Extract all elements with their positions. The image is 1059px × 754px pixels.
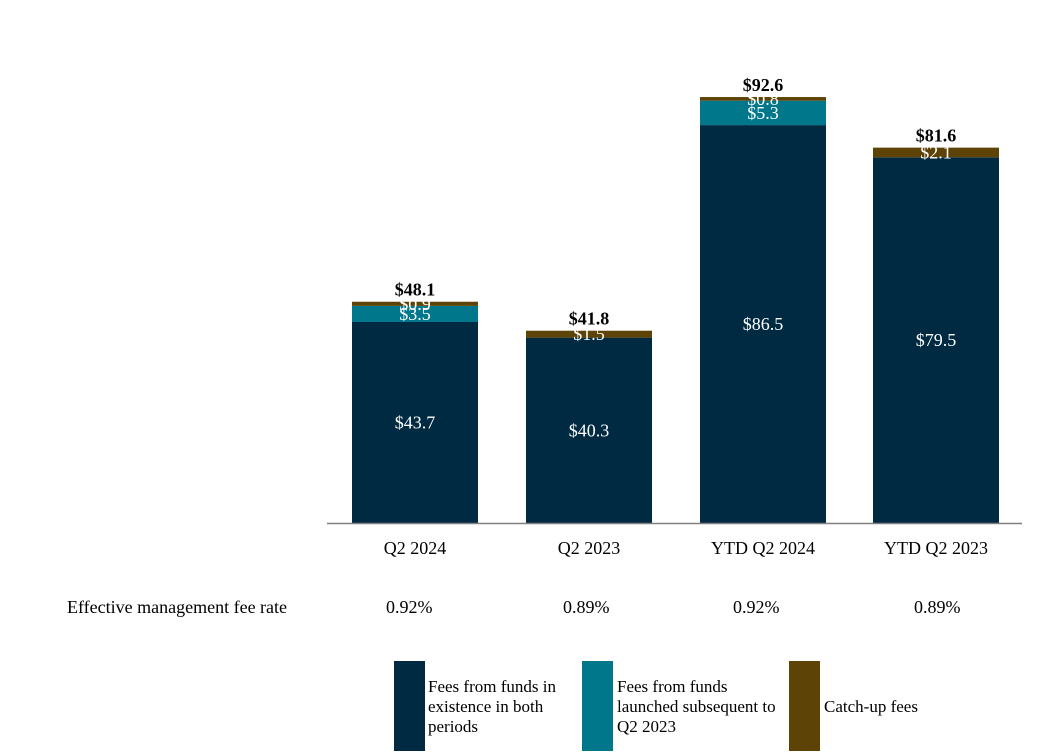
total-label-ytd-q2-2023: $81.6: [916, 126, 957, 146]
data-label-q2-2024-series-2: $0.9: [399, 294, 431, 314]
data-label-ytd-q2-2023-series-0: $79.5: [916, 330, 957, 350]
bar-q2-2023-series-0: [526, 337, 652, 523]
total-label-ytd-q2-2024: $92.6: [743, 75, 784, 95]
bar-q2-2024-series-0: [352, 321, 478, 523]
fee-rate-ytd-q2-2023: 0.89%: [914, 597, 961, 617]
data-label-ytd-q2-2024-series-1: $5.3: [747, 103, 779, 123]
bar-ytd-q2-2023-series-2: [873, 147, 999, 158]
bar-ytd-q2-2024-series-2: [700, 97, 826, 101]
x-tick-ytd-q2-2024: YTD Q2 2024: [711, 538, 815, 558]
bar-q2-2024-series-1: [352, 305, 478, 322]
total-label-q2-2023: $41.8: [569, 309, 610, 329]
x-tick-q2-2024: Q2 2024: [384, 538, 447, 558]
data-label-q2-2024-series-0: $43.7: [395, 412, 436, 432]
x-tick-q2-2023: Q2 2023: [558, 538, 621, 558]
stacked-bar-chart: $43.7 $3.5$0.9$48.1 Q2 2024 $40.3 $1.5$41.8 Q…: [327, 75, 1022, 558]
data-label-ytd-q2-2024-series-0: $86.5: [743, 314, 784, 334]
bar-q2-2024-series-2: [352, 301, 478, 306]
fee-rate-ytd-q2-2024: 0.92%: [733, 597, 780, 617]
legend-label-existing-funds: Fees from funds in existence in both per…: [428, 677, 556, 736]
data-label-q2-2023-series-0: $40.3: [569, 420, 610, 440]
bar-q2-2023-series-2: [526, 330, 652, 338]
fee-rate-q2-2023: 0.89%: [563, 597, 610, 617]
legend-label-catch-up-fees: Catch-up fees: [824, 697, 918, 716]
fee-rate-q2-2024: 0.92%: [386, 597, 433, 617]
bar-ytd-q2-2024-series-1: [700, 100, 826, 126]
legend-swatch-existing-funds: [394, 661, 425, 751]
data-label-ytd-q2-2023-series-2: $2.1: [920, 142, 952, 162]
legend-swatch-new-funds: [582, 661, 613, 751]
bar-ytd-q2-2024-series-0: [700, 125, 826, 523]
data-label-q2-2024-series-1: $3.5: [399, 304, 431, 324]
data-label-ytd-q2-2024-series-2: $0.8: [747, 89, 779, 109]
data-label-q2-2023-series-2: $1.5: [573, 324, 605, 344]
fee-rate-label: Effective management fee rate: [67, 597, 288, 617]
total-label-q2-2024: $48.1: [395, 280, 436, 300]
bar-ytd-q2-2023-series-0: [873, 157, 999, 524]
x-tick-ytd-q2-2023: YTD Q2 2023: [884, 538, 988, 558]
legend-label-new-funds: Fees from funds launched subsequent to Q…: [617, 677, 776, 736]
legend-swatch-catch-up-fees: [789, 661, 820, 751]
